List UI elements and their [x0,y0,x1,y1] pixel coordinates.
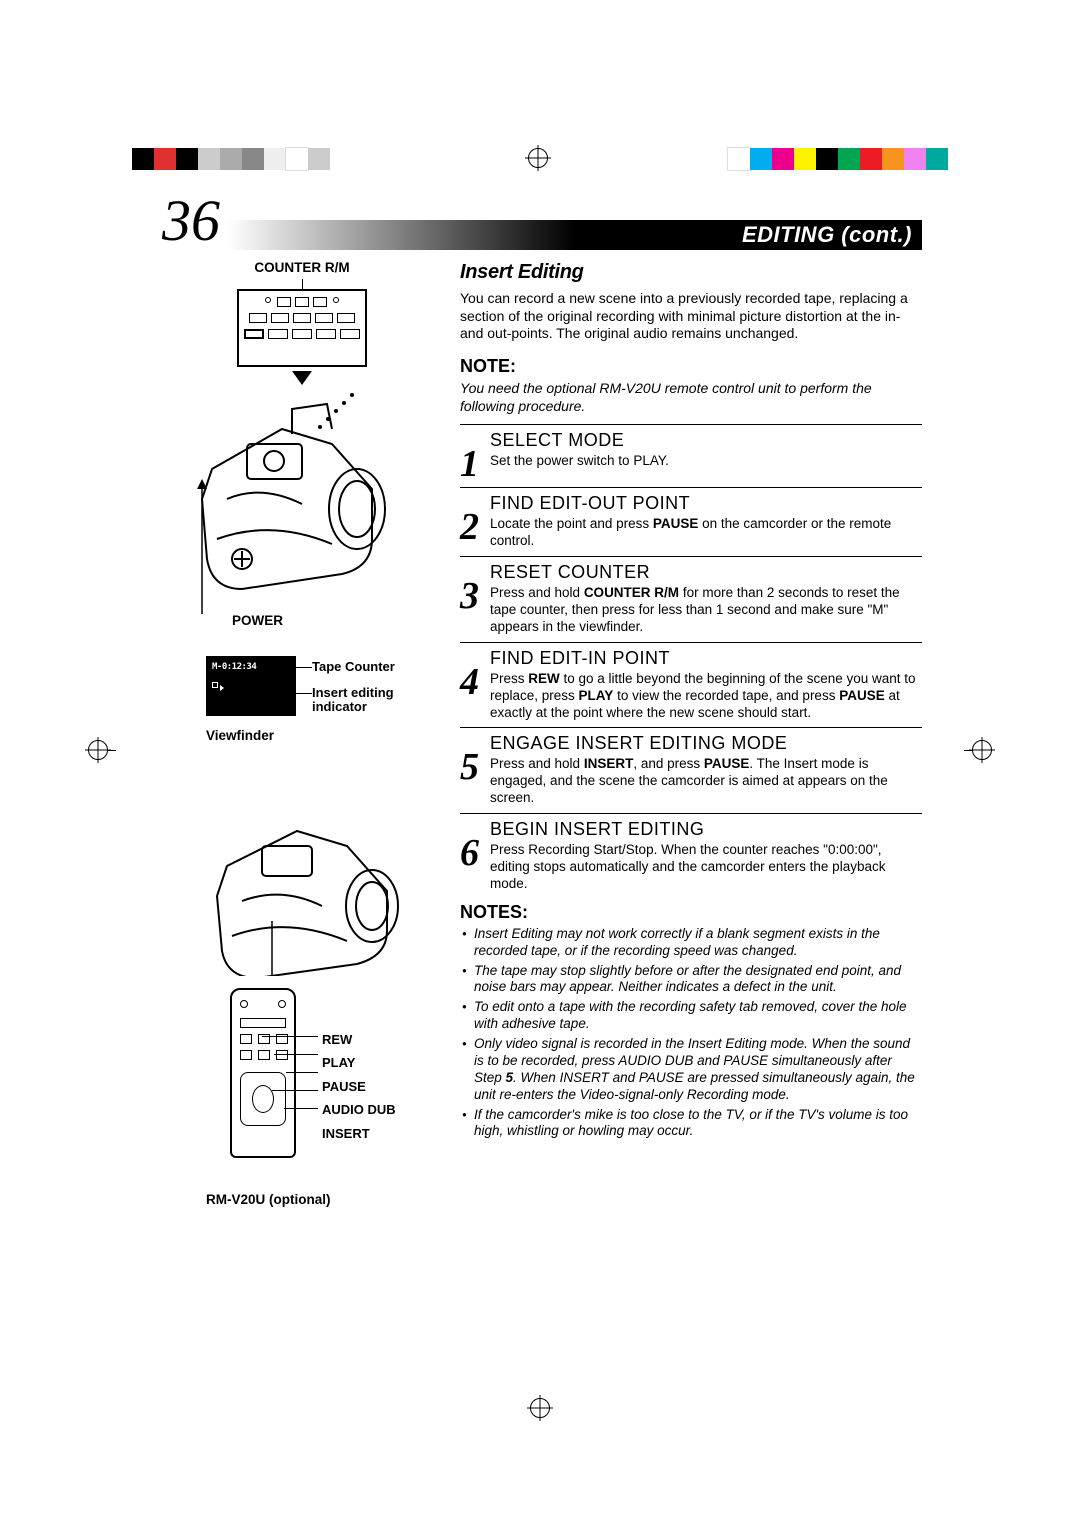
step-number: 6 [460,836,490,870]
step-number: 2 [460,510,490,544]
insert-editing-indicator-label-1: Insert editing [312,685,394,700]
tape-counter-label: Tape Counter [312,659,395,674]
insert-editing-indicator-label-2: indicator [312,699,367,714]
viewfinder-label: Viewfinder [206,728,274,743]
divider [460,487,922,488]
note-item: Only video signal is recorded in the Ins… [460,1036,922,1104]
left-column: COUNTER R/M [162,260,442,1378]
header-gradient-bar: EDITING (cont.) [228,220,922,250]
right-column: Insert Editing You can record a new scen… [460,260,922,1378]
camcorder-with-remote-diagram: REW PLAY PAUSE AUDIO DUB INSERT RM-V20U … [162,806,442,1207]
registration-mark-bottom [530,1398,550,1418]
note-body: You need the optional RM-V20U remote con… [460,380,922,416]
remote-top-illustration [237,289,367,367]
step-number: 3 [460,579,490,613]
step-body: Set the power switch to PLAY. [490,453,922,470]
step-body: Locate the point and press PAUSE on the … [490,516,922,550]
intro-paragraph: You can record a new scene into a previo… [460,290,922,344]
step-body: Press and hold INSERT, and press PAUSE. … [490,756,922,807]
divider [460,813,922,814]
step-body: Press REW to go a little beyond the begi… [490,671,922,722]
note-item: Insert Editing may not work correctly if… [460,926,922,960]
remote-caption: RM-V20U (optional) [206,1192,442,1207]
divider [460,642,922,643]
viewfinder-screen: M-0:12:34 [206,656,296,716]
page-header: 36 EDITING (cont.) [162,210,922,250]
step-4: 4FIND EDIT-IN POINTPress REW to go a lit… [460,645,922,722]
note-item: If the camcorder's mike is too close to … [460,1107,922,1141]
remote-label-play: PLAY [322,1051,396,1074]
notes-heading: NOTES: [460,901,922,924]
note-item: The tape may stop slightly before or aft… [460,963,922,997]
divider [460,727,922,728]
step-title: RESET COUNTER [490,561,922,584]
step-title: FIND EDIT-OUT POINT [490,492,922,515]
step-title: SELECT MODE [490,429,922,452]
page-number: 36 [162,192,220,250]
header-title: EDITING (cont.) [742,222,912,248]
insert-editing-indicator-icon [212,682,218,688]
viewfinder-diagram: M-0:12:34 Tape Counter Insert editing in… [162,656,442,756]
power-label: POWER [232,613,442,628]
remote-label-rew: REW [322,1028,396,1051]
step-5: 5ENGAGE INSERT EDITING MODEPress and hol… [460,730,922,807]
step-3: 3RESET COUNTERPress and hold COUNTER R/M… [460,559,922,636]
remote-label-audio-dub: AUDIO DUB [322,1098,396,1121]
registration-mark-top [528,148,552,172]
step-number: 4 [460,665,490,699]
note-item: To edit onto a tape with the recording s… [460,999,922,1033]
step-1: 1SELECT MODESet the power switch to PLAY… [460,427,922,481]
divider [460,556,922,557]
section-title: Insert Editing [460,260,922,286]
step-title: ENGAGE INSERT EDITING MODE [490,732,922,755]
camcorder-illustration [172,389,432,619]
step-2: 2FIND EDIT-OUT POINTLocate the point and… [460,490,922,550]
step-number: 5 [460,750,490,784]
counter-rm-label: COUNTER R/M [162,260,442,275]
note-heading: NOTE: [460,355,922,378]
registration-mark-left [88,738,116,762]
remote-label-pause: PAUSE [322,1075,396,1098]
tape-counter-readout: M-0:12:34 [212,662,290,672]
step-title: FIND EDIT-IN POINT [490,647,922,670]
step-title: BEGIN INSERT EDITING [490,818,922,841]
notes-list: Insert Editing may not work correctly if… [460,926,922,1141]
step-6: 6BEGIN INSERT EDITINGPress Recording Sta… [460,816,922,893]
registration-mark-right [964,738,992,762]
step-body: Press and hold COUNTER R/M for more than… [490,585,922,636]
arrow-down-icon [292,371,312,385]
remote-rm-v20u-illustration [230,988,296,1158]
camcorder-illustration-2 [172,806,432,976]
remote-label-insert: INSERT [322,1122,396,1145]
remote-top-diagram: COUNTER R/M [162,260,442,628]
remote-button-labels: REW PLAY PAUSE AUDIO DUB INSERT [322,1028,396,1145]
step-number: 1 [460,447,490,481]
step-body: Press Recording Start/Stop. When the cou… [490,842,922,893]
divider [460,424,922,425]
